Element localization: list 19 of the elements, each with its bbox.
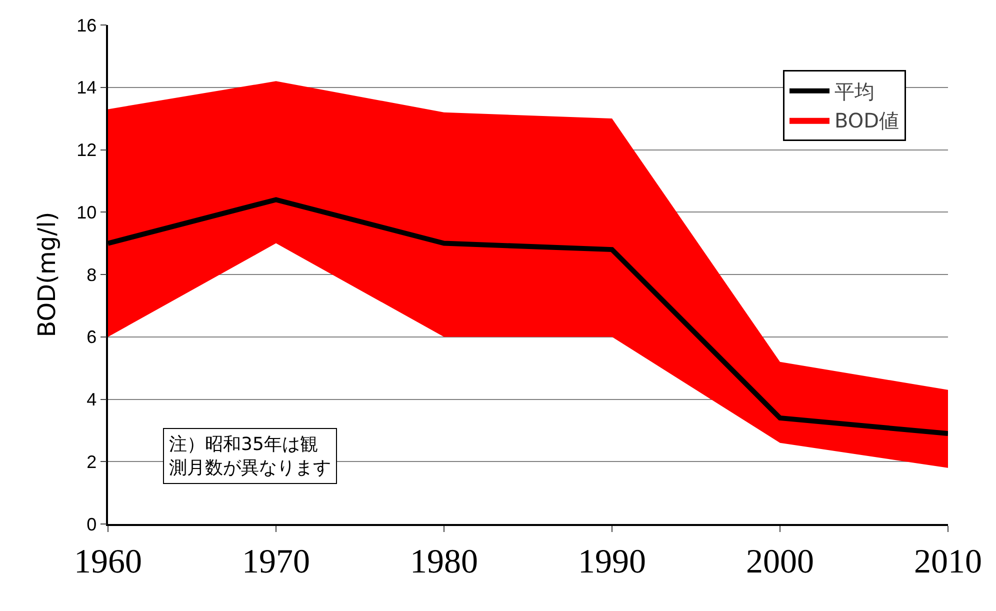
x-tick-label: 1990 <box>578 544 646 581</box>
y-tick-label: 14 <box>76 78 97 98</box>
x-tick-label: 2000 <box>746 544 814 581</box>
y-tick-label: 16 <box>76 15 97 36</box>
y-tick-label: 0 <box>86 514 97 534</box>
y-tick-label: 8 <box>86 264 97 285</box>
y-tick-label: 4 <box>86 390 97 410</box>
legend-label: 平均 <box>834 80 874 104</box>
annotation: 注）昭和35年は観測月数が異なります <box>169 434 331 478</box>
x-tick-label: 1970 <box>242 544 310 581</box>
x-tick-label: 1980 <box>410 544 478 581</box>
x-tick-label: 2010 <box>914 544 982 581</box>
y-tick-label: 10 <box>76 202 97 222</box>
y-tick-label: 6 <box>86 327 97 348</box>
x-tick-label: 1960 <box>74 544 142 581</box>
y-tick-label: 2 <box>86 452 97 472</box>
legend-label: BOD値 <box>834 108 900 133</box>
y-axis-title: BOD(mg/l) <box>33 212 62 338</box>
y-tick-label: 12 <box>76 140 97 160</box>
